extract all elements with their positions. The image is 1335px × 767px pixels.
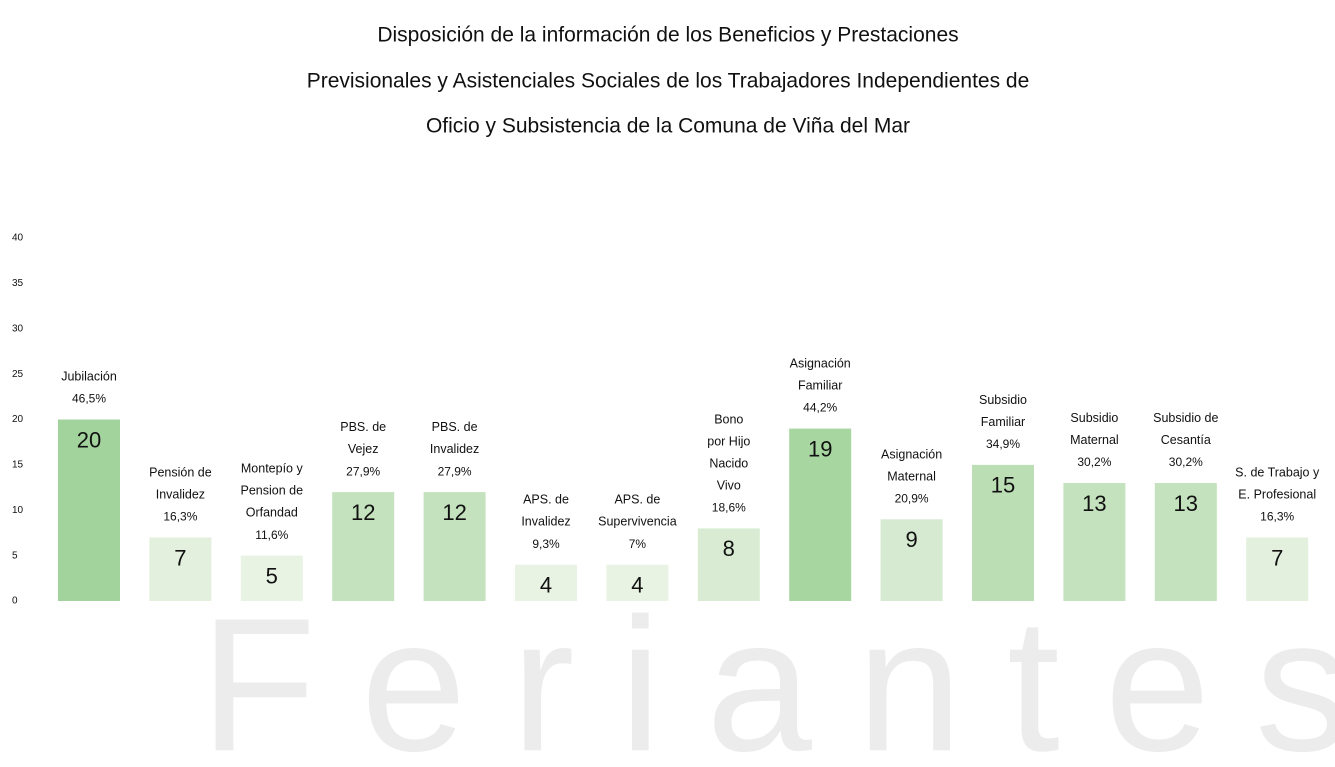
- bar-value-label: 8: [723, 536, 735, 561]
- bar-value-label: 9: [905, 527, 917, 552]
- bar-value-label: 20: [77, 427, 101, 452]
- bar-value-label: 12: [351, 500, 375, 525]
- percentage-label: 16,3%: [163, 510, 197, 524]
- category-label: Asignación Maternal: [881, 448, 942, 484]
- percentage-label: 30,2%: [1077, 455, 1111, 469]
- bar-value-label: 19: [808, 436, 832, 461]
- chart-title: Previsionales y Asistenciales Sociales d…: [307, 70, 1030, 93]
- bar: [332, 492, 395, 601]
- category-label: PBS. de Invalidez: [430, 420, 479, 456]
- bar-value-label: 7: [1271, 545, 1283, 570]
- bar: [606, 564, 669, 601]
- y-tick-label: 10: [12, 505, 24, 516]
- chart-title: Oficio y Subsistencia de la Comuna de Vi…: [426, 115, 910, 138]
- bar: [1246, 537, 1309, 601]
- y-tick-label: 20: [12, 414, 24, 425]
- category-label: Asignación Familiar: [790, 357, 851, 393]
- bar-value-label: 5: [266, 563, 278, 588]
- percentage-label: 44,2%: [803, 401, 837, 415]
- category-label: PBS. de Vejez: [340, 420, 386, 456]
- category-label: Subsidio Familiar: [979, 393, 1027, 429]
- bar: [697, 528, 760, 601]
- chart-title: Disposición de la información de los Ben…: [377, 24, 958, 47]
- bar: [423, 492, 486, 601]
- bar: [1154, 483, 1217, 601]
- watermark: Feriantes: [200, 579, 1335, 767]
- category-label: Jubilación: [61, 370, 117, 384]
- y-tick-label: 5: [12, 550, 18, 561]
- percentage-label: 30,2%: [1169, 455, 1203, 469]
- bar: [789, 428, 852, 601]
- category-label: Subsidio Maternal: [1070, 411, 1119, 447]
- percentage-label: 34,9%: [986, 437, 1020, 451]
- percentage-label: 7%: [629, 537, 647, 551]
- category-label: Pensión de Invalidez: [149, 466, 212, 502]
- category-label: Subsidio de Cesantía: [1153, 411, 1218, 447]
- bar: [58, 419, 120, 601]
- percentage-label: 9,3%: [532, 537, 560, 551]
- percentage-label: 27,9%: [346, 464, 380, 478]
- category-label: Montepío y Pension de Orfandad: [241, 462, 304, 520]
- bar-value-label: 4: [631, 573, 643, 598]
- bar-value-label: 7: [174, 545, 186, 570]
- category-label: APS. de Invalidez: [521, 493, 570, 529]
- bar-value-label: 13: [1174, 491, 1198, 516]
- percentage-label: 27,9%: [438, 464, 472, 478]
- y-tick-label: 30: [12, 323, 24, 334]
- category-label: APS. de Supervivencia: [598, 493, 677, 529]
- bar: [240, 555, 303, 601]
- bar-value-label: 13: [1082, 491, 1106, 516]
- percentage-label: 46,5%: [72, 392, 106, 406]
- percentage-label: 18,6%: [712, 501, 746, 515]
- bar-value-label: 4: [540, 573, 552, 598]
- y-tick-label: 25: [12, 369, 24, 380]
- y-tick-label: 35: [12, 278, 24, 289]
- bar-value-label: 12: [442, 500, 466, 525]
- bar: [515, 564, 577, 601]
- percentage-label: 16,3%: [1260, 510, 1294, 524]
- bar: [972, 464, 1034, 601]
- category-label: S. de Trabajo y E. Profesional: [1235, 466, 1320, 502]
- bar-value-label: 15: [991, 473, 1015, 498]
- category-label: Bono por Hijo Nacido Vivo: [707, 413, 750, 493]
- y-tick-label: 0: [12, 596, 18, 607]
- percentage-label: 11,6%: [255, 528, 288, 542]
- y-tick-label: 40: [12, 233, 24, 244]
- percentage-label: 20,9%: [895, 491, 929, 505]
- bar: [880, 519, 943, 601]
- bar: [149, 537, 212, 601]
- bar: [1063, 483, 1126, 601]
- y-tick-label: 15: [12, 460, 24, 471]
